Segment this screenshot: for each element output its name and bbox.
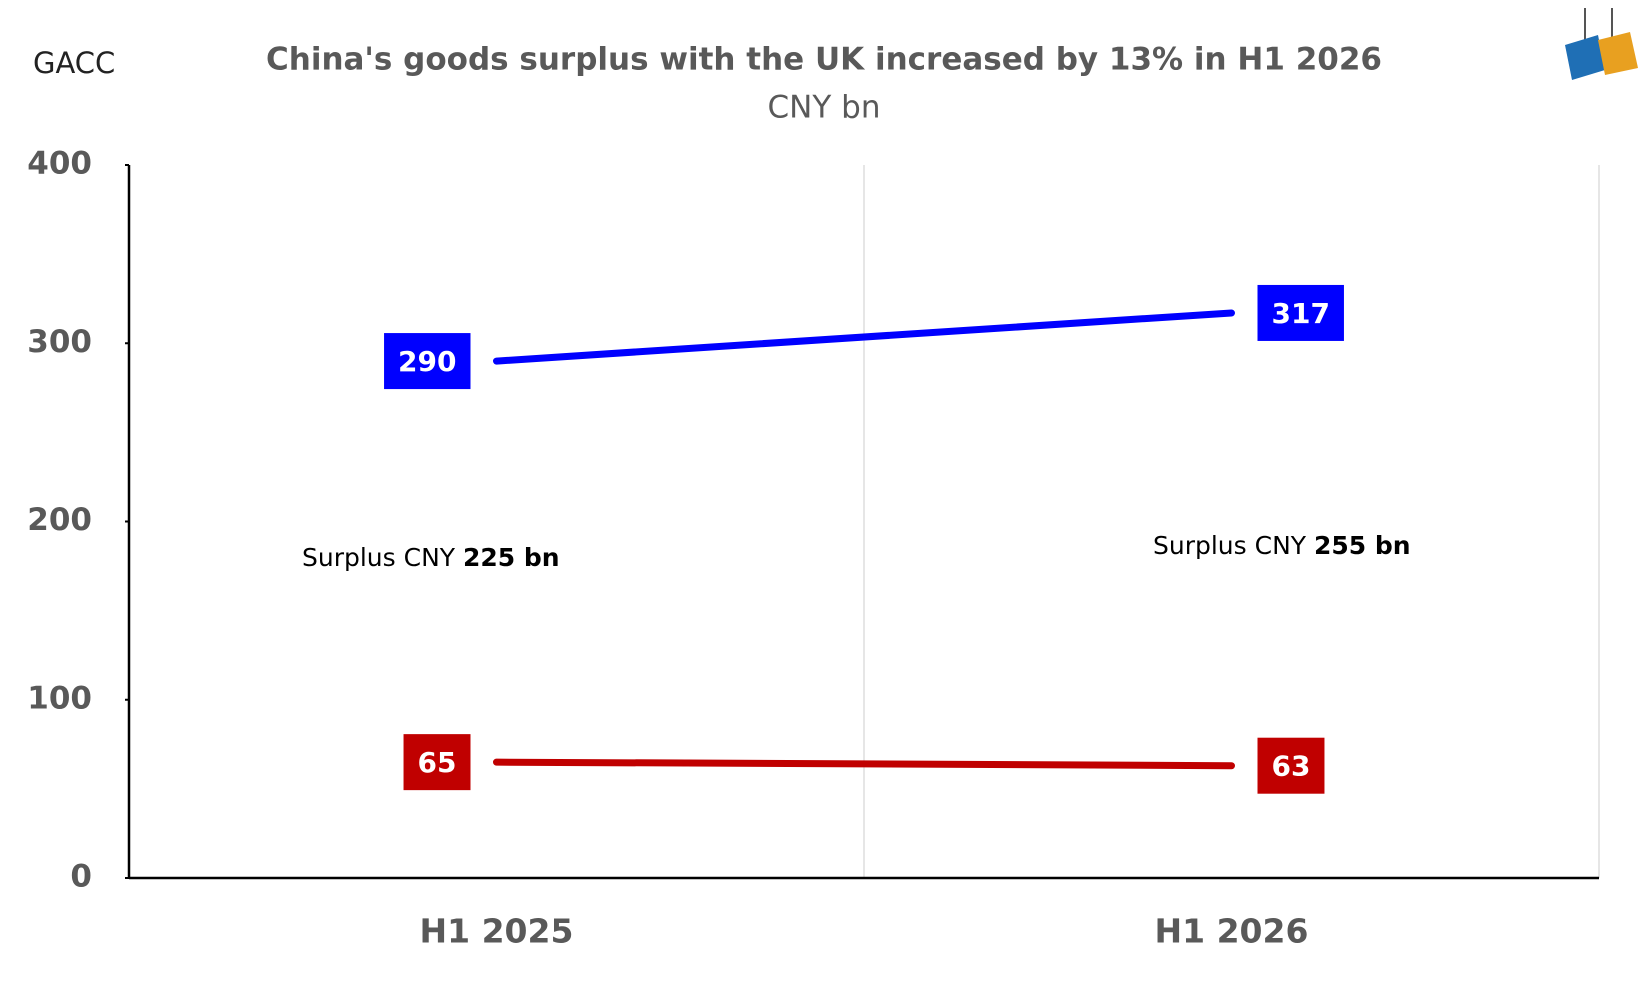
data-label-text: 65 — [418, 746, 457, 779]
logo — [1565, 8, 1638, 80]
data-label-box — [1257, 284, 1344, 341]
data-label-text: 63 — [1272, 750, 1311, 783]
chart-title: China's goods surplus with the UK increa… — [266, 42, 1382, 78]
source: GACC — [33, 46, 115, 80]
y-tick-label: 400 — [27, 146, 92, 182]
series-line — [493, 758, 1235, 770]
data-label-box — [403, 734, 471, 791]
x-tick-label: H1 2025 — [420, 912, 574, 951]
data-label: 290 — [384, 333, 471, 390]
data-label: 63 — [1257, 737, 1325, 794]
y-tick-label: 200 — [27, 502, 92, 538]
annotation-text: Surplus CNY — [1153, 531, 1307, 560]
data-label-text: 317 — [1272, 297, 1330, 330]
chart-subtitle: CNY bn — [768, 90, 881, 126]
annotation: Surplus CNY 225 bn — [302, 543, 560, 572]
data-label-text: 290 — [398, 345, 456, 378]
annotation-text: Surplus CNY — [302, 543, 456, 572]
annotation: Surplus CNY 255 bn — [1153, 531, 1411, 560]
x-tick-label: H1 2026 — [1155, 912, 1309, 951]
y-tick-label: 0 — [70, 859, 92, 895]
data-label: 65 — [403, 734, 471, 791]
data-label-box — [1257, 737, 1325, 794]
annotation-value: 225 bn — [463, 543, 560, 572]
data-label: 317 — [1257, 284, 1344, 341]
y-tick-label: 100 — [27, 680, 92, 716]
y-tick-label: 300 — [27, 324, 92, 360]
data-label-box — [384, 333, 471, 390]
annotation-value: 255 bn — [1314, 531, 1411, 560]
series-line — [493, 309, 1235, 365]
